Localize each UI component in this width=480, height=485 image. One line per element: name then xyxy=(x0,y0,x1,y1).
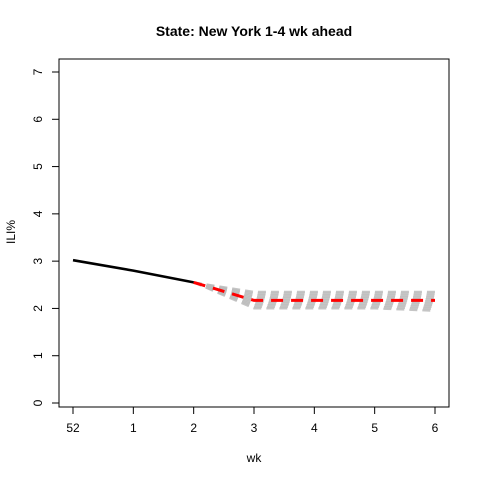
observed-line xyxy=(72,258,194,284)
x-tick-label: 1 xyxy=(130,421,137,435)
x-tick-label: 3 xyxy=(251,421,258,435)
x-tick-label: 52 xyxy=(66,421,80,435)
y-axis: 0 1 2 3 4 5 6 7 xyxy=(31,68,60,406)
y-tick-label: 2 xyxy=(31,305,45,312)
y-tick-label: 1 xyxy=(31,352,45,359)
y-tick-label: 4 xyxy=(31,210,45,217)
band-line xyxy=(193,281,435,293)
forecast-line xyxy=(193,280,435,302)
y-tick-label: 0 xyxy=(31,399,45,406)
plot-frame xyxy=(58,58,450,408)
y-axis-label: ILI% xyxy=(4,220,18,244)
x-axis-label: wk xyxy=(246,451,263,465)
y-tick-label: 3 xyxy=(31,257,45,264)
y-tick-label: 5 xyxy=(31,163,45,170)
x-axis: 52 1 2 3 4 5 6 xyxy=(66,406,439,435)
y-tick-label: 7 xyxy=(31,68,45,75)
y-tick-label: 6 xyxy=(31,116,45,123)
band-line xyxy=(193,281,436,297)
uncertainty-band xyxy=(193,281,436,312)
x-tick-label: 2 xyxy=(190,421,197,435)
series-layer xyxy=(72,258,435,302)
chart-title: State: New York 1-4 wk ahead xyxy=(156,23,352,39)
x-tick-label: 6 xyxy=(432,421,439,435)
x-tick-label: 4 xyxy=(311,421,318,435)
x-tick-label: 5 xyxy=(371,421,378,435)
